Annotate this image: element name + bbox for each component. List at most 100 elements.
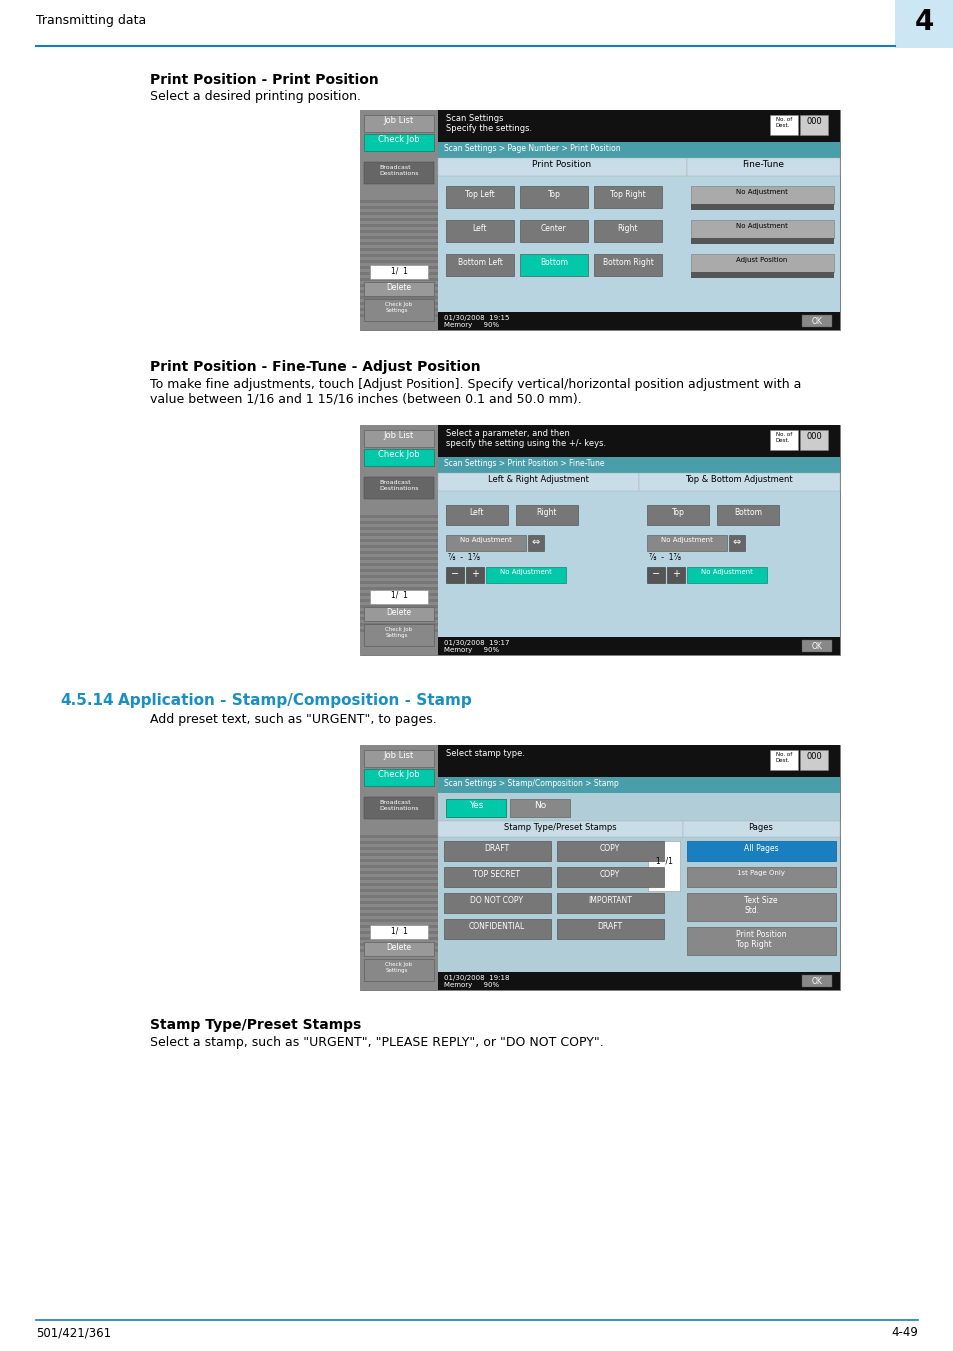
Text: Left: Left <box>469 508 484 517</box>
Text: Scan Settings
Specify the settings.: Scan Settings Specify the settings. <box>446 113 532 134</box>
Bar <box>557 867 663 888</box>
Text: Job List: Job List <box>383 116 414 126</box>
Bar <box>437 490 840 638</box>
Text: 4: 4 <box>913 8 933 36</box>
Bar <box>359 884 437 886</box>
Bar <box>364 624 434 646</box>
Bar <box>359 534 437 536</box>
Bar <box>364 430 434 447</box>
Bar <box>359 284 437 286</box>
Text: Fine-Tune: Fine-Tune <box>741 159 783 169</box>
Text: All Pages: All Pages <box>743 844 778 852</box>
Bar <box>359 630 437 632</box>
Text: −: − <box>451 569 458 580</box>
Bar <box>519 254 587 276</box>
Text: Check Job: Check Job <box>377 770 419 780</box>
Bar <box>639 473 840 490</box>
Text: Scan Settings > Print Position > Fine-Tune: Scan Settings > Print Position > Fine-Tu… <box>443 459 604 467</box>
Text: Top: Top <box>671 508 683 517</box>
Bar <box>690 204 833 209</box>
Text: Bottom: Bottom <box>539 258 567 267</box>
Bar <box>359 426 437 655</box>
Text: Select a desired printing position.: Select a desired printing position. <box>150 91 360 103</box>
Bar <box>359 576 437 578</box>
Bar <box>364 959 434 981</box>
Bar <box>359 744 437 990</box>
Text: Print Position: Print Position <box>532 159 591 169</box>
Text: Bottom Left: Bottom Left <box>457 258 502 267</box>
Text: DO NOT COPY: DO NOT COPY <box>470 896 523 905</box>
Bar <box>364 750 434 767</box>
Bar <box>359 581 437 584</box>
Text: Application - Stamp/Composition - Stamp: Application - Stamp/Composition - Stamp <box>118 693 471 708</box>
Bar <box>359 278 437 281</box>
Bar <box>801 315 831 327</box>
Text: No Adjustment: No Adjustment <box>459 536 512 543</box>
Bar <box>646 505 708 526</box>
Bar <box>0 0 953 49</box>
Text: No. of
Dest.: No. of Dest. <box>775 753 791 763</box>
Text: 1/  1: 1/ 1 <box>390 925 407 935</box>
Text: Job List: Job List <box>383 431 414 440</box>
Bar <box>359 852 437 857</box>
Text: Broadcast
Destinations: Broadcast Destinations <box>379 165 418 176</box>
Bar <box>359 224 437 227</box>
Bar <box>646 567 664 584</box>
Bar <box>359 236 437 239</box>
Text: Broadcast
Destinations: Broadcast Destinations <box>379 480 418 490</box>
Bar <box>370 265 428 280</box>
Bar <box>359 569 437 571</box>
Text: Top Left: Top Left <box>465 190 495 199</box>
Bar <box>359 515 437 517</box>
Bar <box>557 842 663 861</box>
Bar <box>666 567 684 584</box>
Bar <box>364 134 434 151</box>
Bar <box>359 842 437 844</box>
Bar <box>801 975 831 988</box>
Bar <box>437 457 840 473</box>
Bar <box>359 109 437 330</box>
Bar <box>359 894 437 898</box>
Text: DRAFT: DRAFT <box>484 844 509 852</box>
Bar <box>364 282 434 296</box>
Bar <box>364 797 434 819</box>
Text: Delete: Delete <box>386 608 411 617</box>
Bar <box>516 505 578 526</box>
Bar <box>769 750 797 770</box>
Text: Right: Right <box>618 224 638 232</box>
Bar <box>359 919 437 921</box>
Text: No Adjustment: No Adjustment <box>499 569 552 576</box>
Text: Yes: Yes <box>468 801 482 811</box>
Text: CONFIDENTIAL: CONFIDENTIAL <box>468 921 524 931</box>
Bar <box>359 943 437 946</box>
Bar <box>359 521 437 524</box>
Bar <box>359 266 437 269</box>
Bar <box>359 426 840 655</box>
Bar <box>359 563 437 566</box>
Text: To make fine adjustments, touch [Adjust Position]. Specify vertical/horizontal p: To make fine adjustments, touch [Adjust … <box>150 378 801 407</box>
Bar <box>443 893 551 913</box>
Text: No. of
Dest.: No. of Dest. <box>775 432 791 443</box>
Bar <box>443 919 551 939</box>
Text: DRAFT: DRAFT <box>597 921 622 931</box>
Text: Broadcast
Destinations: Broadcast Destinations <box>379 800 418 811</box>
Text: Scan Settings > Stamp/Composition > Stamp: Scan Settings > Stamp/Composition > Stam… <box>443 780 618 788</box>
Bar <box>359 593 437 596</box>
Bar <box>359 877 437 880</box>
Bar <box>557 919 663 939</box>
Text: Bottom: Bottom <box>733 508 761 517</box>
Text: Check Job
Settings: Check Job Settings <box>385 627 412 638</box>
Text: COPY: COPY <box>599 870 619 880</box>
Text: Select stamp type.: Select stamp type. <box>446 748 524 758</box>
Bar <box>686 842 835 861</box>
Bar <box>359 254 437 257</box>
Text: Delete: Delete <box>386 282 411 292</box>
Bar <box>364 477 434 499</box>
Bar <box>359 744 840 990</box>
Text: ⅞  -  1⅞: ⅞ - 1⅞ <box>448 553 479 562</box>
Bar <box>359 230 437 232</box>
Bar <box>437 473 639 490</box>
Text: 01/30/2008  19:18: 01/30/2008 19:18 <box>443 975 509 981</box>
Bar <box>594 186 661 208</box>
Bar <box>465 567 483 584</box>
